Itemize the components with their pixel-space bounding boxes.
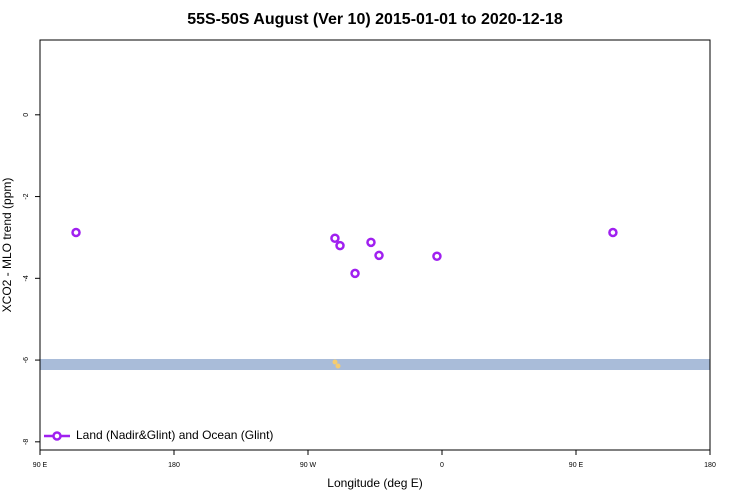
x-tick-label: 90 E xyxy=(569,462,584,469)
point xyxy=(432,251,442,261)
chart-title: 55S-50S August (Ver 10) 2015-01-01 to 20… xyxy=(187,11,563,28)
point xyxy=(366,237,376,248)
legend-marker xyxy=(52,431,62,441)
x-tick-label: 180 xyxy=(168,462,180,469)
y-tick-label: -4 xyxy=(23,275,30,281)
x-tick-label: 90 E xyxy=(33,462,48,469)
land-dot xyxy=(332,359,338,365)
x-axis-label: Longitude (deg E) xyxy=(327,476,422,490)
point xyxy=(350,268,360,279)
y-tick-label: 0 xyxy=(23,113,30,117)
y-tick-label: -2 xyxy=(23,193,30,199)
x-tick-label: 90 W xyxy=(300,462,317,469)
land-dot xyxy=(335,363,341,369)
x-tick-label: 180 xyxy=(704,462,716,469)
plot-frame xyxy=(39,39,711,451)
x-tick-label: 0 xyxy=(440,462,444,469)
point xyxy=(330,233,340,244)
legend-label: Land (Nadir&Glint) and Ocean (Glint) xyxy=(76,428,273,442)
point xyxy=(335,240,345,251)
ocean-band xyxy=(40,359,710,370)
point xyxy=(608,227,618,238)
y-axis-label: XCO2 - MLO trend (ppm) xyxy=(0,178,14,313)
y-tick-label: -6 xyxy=(23,357,30,363)
y-tick-label: -8 xyxy=(23,439,30,445)
point xyxy=(374,250,384,261)
point xyxy=(71,227,81,238)
